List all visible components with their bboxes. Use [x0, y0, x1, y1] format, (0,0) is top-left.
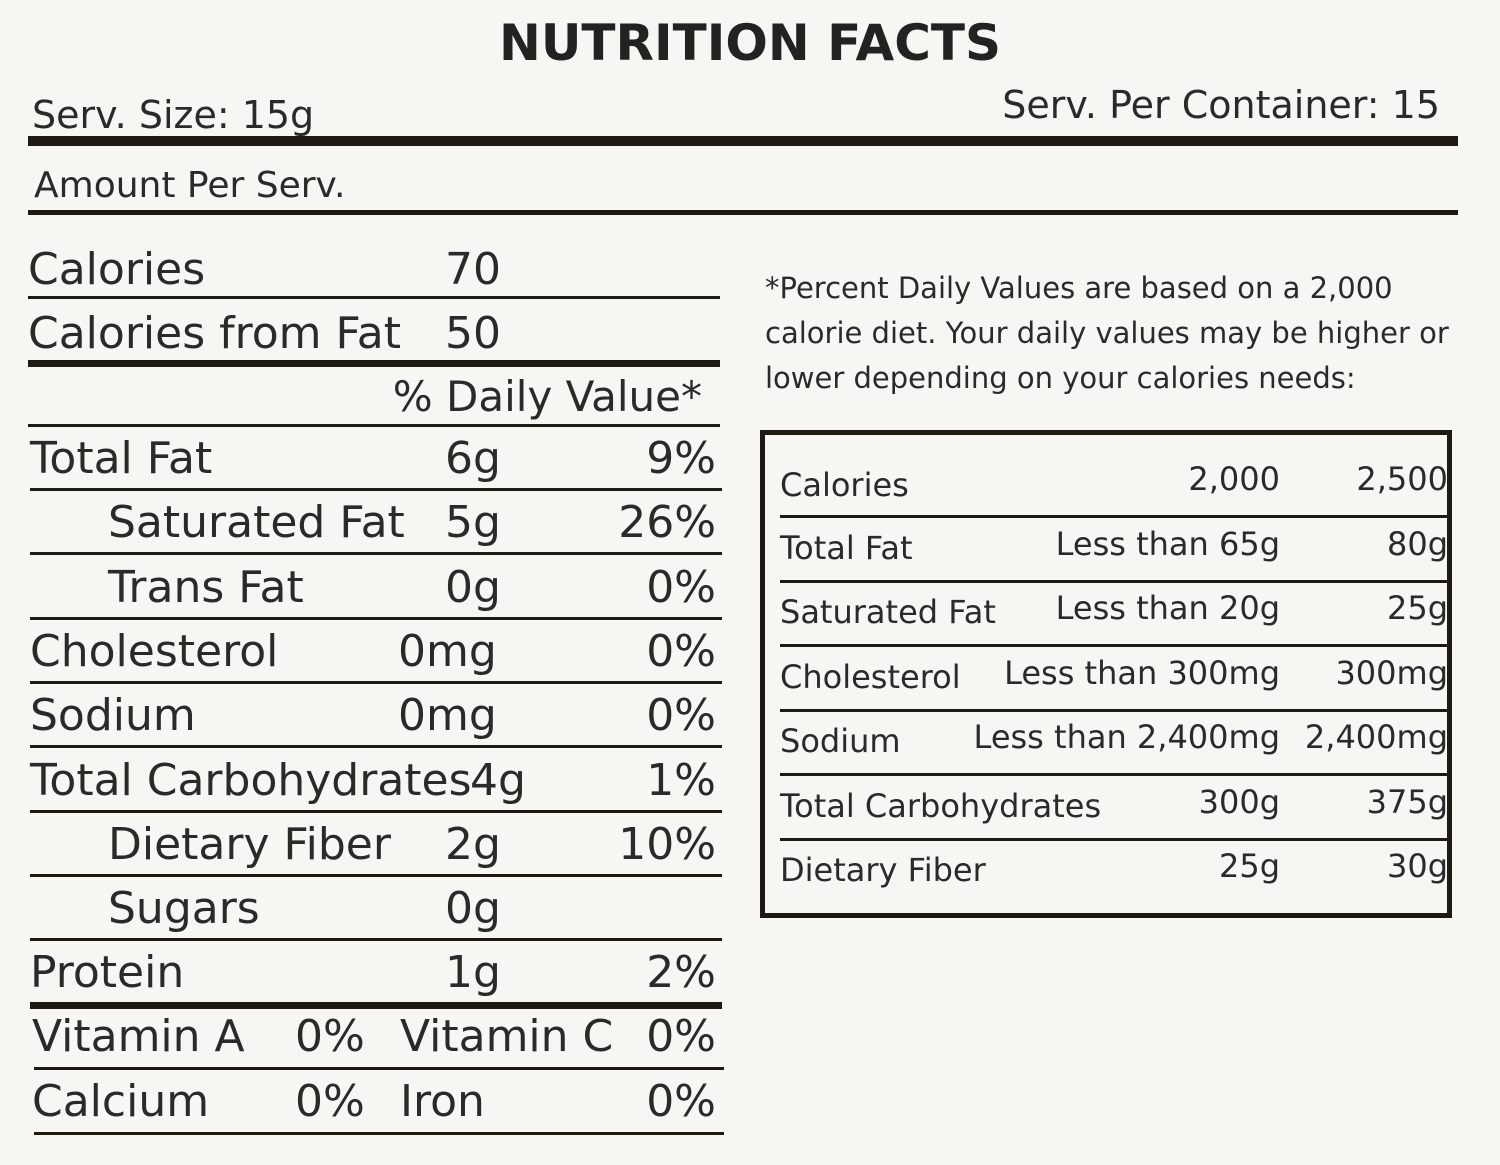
- nutrient-dv: 0%: [646, 625, 716, 677]
- vitamin-value: 0%: [295, 1011, 365, 1062]
- nutrient-amount: 4g: [470, 754, 526, 806]
- rule: [780, 773, 1450, 776]
- vitamin-value: 0%: [646, 1076, 716, 1127]
- nutrient-amount: 1g: [445, 947, 501, 999]
- rule: [28, 136, 1458, 146]
- nutrient-label: Dietary Fiber: [108, 818, 391, 870]
- nutrient-label: Sodium: [30, 690, 196, 742]
- reference-label: Calories: [780, 466, 909, 504]
- reference-value: 300mg: [1335, 653, 1448, 692]
- title: NUTRITION FACTS: [498, 14, 1002, 72]
- vitamin-label: Iron: [400, 1076, 485, 1127]
- rule: [28, 424, 720, 427]
- rule: [30, 1002, 722, 1010]
- reference-value: Less than 2,400mg: [973, 718, 1280, 756]
- vitamin-label: Calcium: [32, 1076, 210, 1127]
- reference-table: [760, 430, 1452, 918]
- rule: [30, 745, 722, 749]
- nutrient-amount: 0mg: [398, 625, 497, 677]
- nutrient-amount: 6g: [445, 433, 501, 484]
- reference-label: Cholesterol: [780, 657, 961, 696]
- reference-value: 300g: [1198, 782, 1280, 821]
- nutrient-label: Trans Fat: [108, 561, 304, 613]
- nutrient-label: Sugars: [108, 883, 260, 935]
- nutrient-amount: 5g: [445, 497, 501, 549]
- reference-value: 80g: [1386, 524, 1448, 563]
- reference-value: 375g: [1366, 782, 1448, 821]
- nutrient-dv: 1%: [646, 754, 716, 806]
- calories-label: Calories: [28, 244, 206, 295]
- nutrient-label: Total Carbohydrates: [30, 754, 472, 806]
- vitamin-label: Vitamin A: [32, 1011, 245, 1062]
- reference-value: Less than 65g: [1055, 524, 1280, 563]
- daily-value-header: % Daily Value*: [392, 372, 702, 421]
- vitamin-value: 0%: [295, 1076, 365, 1127]
- nutrient-amount: 0g: [445, 561, 501, 613]
- nutrient-amount: 2g: [445, 818, 501, 870]
- rule: [30, 873, 722, 877]
- footnote: *Percent Daily Values are based on a 2,0…: [765, 271, 1449, 395]
- vitamin-value: 0%: [646, 1011, 716, 1062]
- nutrient-amount: 0g: [445, 883, 501, 935]
- rule: [30, 552, 722, 556]
- rule: [30, 488, 722, 491]
- rule: [30, 616, 722, 620]
- rule: [780, 579, 1450, 583]
- nutrient-dv: 0%: [646, 561, 716, 613]
- nutrient-label: Total Fat: [30, 433, 213, 484]
- reference-label: Dietary Fiber: [780, 851, 986, 889]
- rule: [780, 837, 1450, 841]
- rule: [30, 680, 722, 684]
- calories-amount: 70: [445, 244, 501, 295]
- rule: [28, 360, 720, 367]
- reference-value: 2,000: [1188, 460, 1280, 498]
- reference-value: 25g: [1218, 847, 1280, 885]
- nutrient-dv: 10%: [618, 818, 716, 870]
- nutrient-amount: 0mg: [398, 690, 497, 742]
- nutrient-label: Saturated Fat: [108, 497, 405, 549]
- rule: [780, 644, 1450, 647]
- calories-label: Calories from Fat: [28, 308, 401, 359]
- calories-amount: 50: [445, 308, 501, 359]
- servings-per-container: Serv. Per Container: 15: [1002, 83, 1440, 127]
- rule: [34, 1132, 724, 1135]
- reference-value: Less than 300mg: [1004, 653, 1280, 692]
- nutrient-dv: 0%: [646, 690, 716, 742]
- nutrient-dv: 26%: [618, 497, 716, 549]
- reference-value: 30g: [1386, 847, 1448, 885]
- vitamin-label: Vitamin C: [400, 1011, 614, 1062]
- rule: [34, 1067, 724, 1070]
- amount-per-serving: Amount Per Serv.: [34, 165, 346, 206]
- nutrient-dv: 9%: [646, 433, 716, 484]
- serving-size: Serv. Size: 15g: [32, 93, 315, 137]
- rule: [780, 708, 1450, 712]
- reference-value: 2,500: [1356, 460, 1448, 498]
- reference-label: Saturated Fat: [780, 593, 996, 631]
- reference-label: Total Carbohydrates: [780, 786, 1102, 825]
- rule: [28, 296, 720, 299]
- rule: [30, 809, 722, 813]
- rule: [28, 210, 1458, 215]
- reference-label: Sodium: [780, 722, 901, 760]
- reference-value: Less than 20g: [1055, 589, 1280, 627]
- nutrient-dv: 2%: [646, 947, 716, 999]
- reference-label: Total Fat: [780, 528, 913, 567]
- rule: [30, 938, 722, 942]
- nutrient-label: Protein: [30, 947, 185, 999]
- rule: [780, 515, 1450, 518]
- reference-value: 2,400mg: [1304, 718, 1448, 756]
- reference-value: 25g: [1386, 589, 1448, 627]
- nutrient-label: Cholesterol: [30, 625, 279, 677]
